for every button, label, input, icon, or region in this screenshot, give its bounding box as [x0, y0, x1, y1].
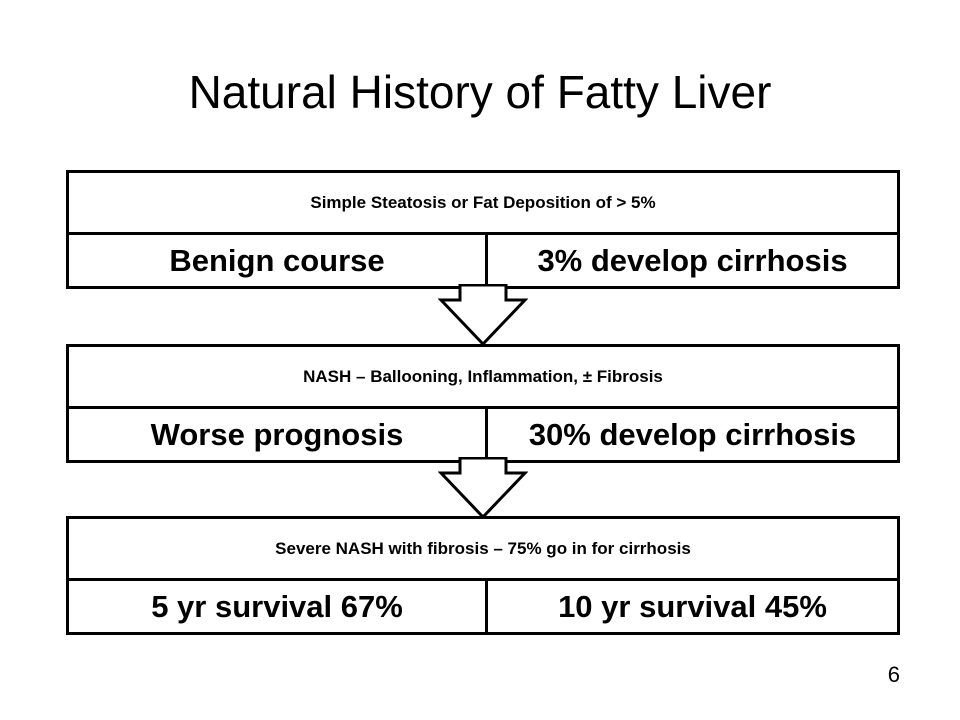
- stage-box-severe-nash: Severe NASH with fibrosis – 75% go in fo…: [66, 516, 900, 635]
- stage-outcome-left: 5 yr survival 67%: [69, 581, 488, 632]
- down-arrow-icon: [438, 284, 528, 346]
- stage-header: Simple Steatosis or Fat Deposition of > …: [69, 173, 897, 235]
- stage-outcomes-row: 5 yr survival 67% 10 yr survival 45%: [69, 581, 897, 632]
- stage-outcomes-row: Worse prognosis 30% develop cirrhosis: [69, 409, 897, 460]
- stage-box-nash: NASH – Ballooning, Inflammation, ± Fibro…: [66, 344, 900, 463]
- down-arrow-icon: [438, 457, 528, 519]
- stage-outcome-right: 30% develop cirrhosis: [528, 416, 857, 452]
- stage-outcome-right: 10 yr survival 45%: [558, 588, 827, 624]
- stage-outcomes-row: Benign course 3% develop cirrhosis: [69, 235, 897, 286]
- stage-outcome-right: 3% develop cirrhosis: [537, 242, 848, 278]
- stage-outcome-left: Benign course: [69, 235, 488, 286]
- stage-outcome-left: Worse prognosis: [69, 409, 488, 460]
- slide-title: Natural History of Fatty Liver: [188, 66, 772, 118]
- stage-box-simple-steatosis: Simple Steatosis or Fat Deposition of > …: [66, 170, 900, 289]
- page-number: 6: [887, 662, 900, 687]
- stage-header: Severe NASH with fibrosis – 75% go in fo…: [69, 519, 897, 581]
- stage-header: NASH – Ballooning, Inflammation, ± Fibro…: [69, 347, 897, 409]
